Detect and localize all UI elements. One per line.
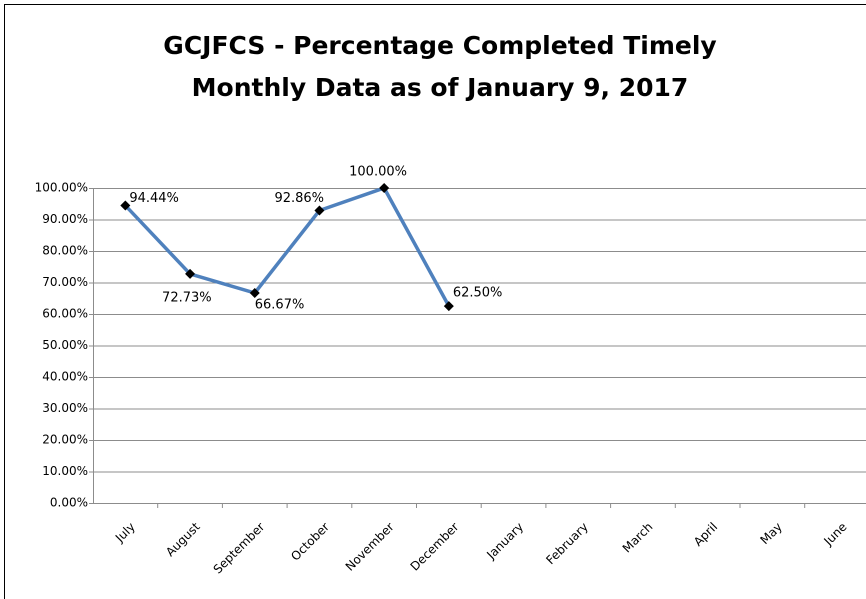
x-tick-label: July bbox=[112, 520, 138, 546]
x-tick-label: June bbox=[821, 520, 850, 549]
x-tick-label: September bbox=[211, 520, 268, 577]
y-tick-label: 30.00% bbox=[42, 401, 88, 415]
x-tick-label: April bbox=[691, 520, 720, 549]
chart-title: GCJFCS - Percentage Completed Timely bbox=[163, 31, 716, 60]
y-tick-label: 20.00% bbox=[42, 433, 88, 447]
data-line bbox=[124, 186, 451, 307]
y-tick-label: 90.00% bbox=[42, 212, 88, 226]
y-tick-label: 50.00% bbox=[42, 338, 88, 352]
x-tick-label: October bbox=[288, 520, 332, 564]
data-point bbox=[120, 200, 131, 211]
y-tick-label: 80.00% bbox=[42, 244, 88, 258]
x-tick-label: May bbox=[758, 520, 785, 547]
x-tick-label: January bbox=[483, 520, 526, 563]
y-tick-label: 40.00% bbox=[42, 370, 88, 384]
x-tick-label: February bbox=[543, 520, 591, 568]
x-tick-label: November bbox=[343, 520, 397, 574]
x-tick-label: August bbox=[163, 519, 203, 559]
data-point bbox=[379, 183, 390, 193]
y-tick-label: 10.00% bbox=[42, 464, 88, 478]
data-label: 66.67% bbox=[255, 297, 305, 312]
data-point bbox=[314, 205, 325, 216]
y-tick-label: 70.00% bbox=[42, 275, 88, 289]
data-label: 72.73% bbox=[162, 290, 212, 305]
x-tick-label: March bbox=[620, 520, 656, 556]
chart-border bbox=[4, 4, 866, 599]
data-label: 92.86% bbox=[274, 191, 324, 206]
data-point bbox=[185, 268, 196, 279]
data-point bbox=[443, 301, 454, 312]
x-tick-label: December bbox=[408, 520, 462, 574]
chart-subtitle: Monthly Data as of January 9, 2017 bbox=[192, 73, 689, 102]
y-tick-label: 0.00% bbox=[50, 496, 88, 510]
data-label: 62.50% bbox=[453, 286, 503, 301]
data-label: 94.44% bbox=[129, 191, 179, 206]
y-tick-label: 60.00% bbox=[42, 307, 88, 321]
data-label: 100.00% bbox=[349, 165, 407, 180]
data-point bbox=[249, 287, 260, 298]
y-tick-label: 100.00% bbox=[35, 181, 88, 195]
